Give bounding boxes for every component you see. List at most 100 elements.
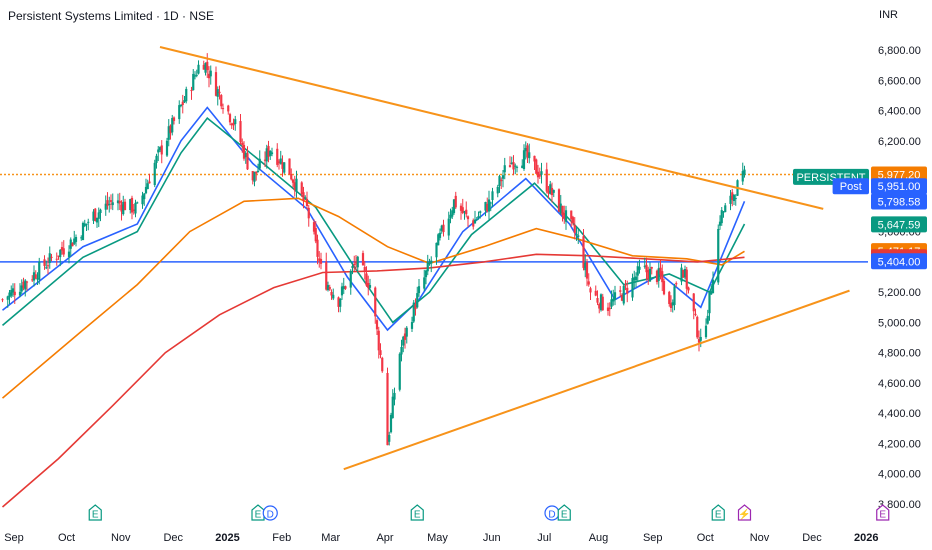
- candle-body: [314, 228, 317, 242]
- earnings-marker-icon[interactable]: [876, 504, 890, 521]
- candle-body: [659, 267, 662, 275]
- candle-body: [575, 233, 578, 235]
- candle-body: [11, 288, 15, 293]
- candle-body: [403, 333, 407, 340]
- candle-body: [375, 320, 379, 330]
- candle-body: [538, 174, 541, 177]
- earnings-marker-icon[interactable]: [557, 504, 571, 521]
- y-tick-label: 6,400.00: [878, 106, 921, 118]
- candle-body: [34, 274, 37, 279]
- candle-body: [132, 209, 135, 212]
- candle-body: [183, 100, 186, 103]
- candle-body: [99, 209, 102, 214]
- candle-body: [353, 263, 356, 265]
- candle-body: [437, 234, 440, 246]
- candle-body: [32, 272, 36, 281]
- event-marker-label: E: [92, 510, 99, 521]
- x-tick-label: Mar: [321, 532, 340, 544]
- candle-body: [585, 262, 589, 279]
- candle-body: [410, 322, 414, 329]
- candle-body: [307, 207, 310, 219]
- candle-body: [536, 171, 540, 178]
- candle-body: [318, 258, 321, 261]
- candle-body: [620, 294, 624, 301]
- earnings-marker-icon[interactable]: [88, 504, 102, 521]
- candle-body: [367, 282, 370, 289]
- price-label-value: 5,647.59: [878, 219, 921, 231]
- candle-body: [598, 303, 601, 309]
- candle-body: [10, 289, 13, 296]
- y-tick-label: 3,800.00: [878, 499, 921, 511]
- earnings-marker-icon[interactable]: [410, 504, 424, 521]
- candle-body: [22, 281, 25, 289]
- candle-body: [144, 186, 148, 194]
- candle-body: [118, 200, 121, 204]
- candle-body: [80, 237, 83, 239]
- candle-body: [685, 269, 688, 289]
- candle-body: [521, 165, 524, 169]
- candle-body: [279, 158, 282, 164]
- candle-body: [463, 211, 466, 213]
- candle-body: [571, 217, 575, 224]
- candle-body: [221, 108, 225, 110]
- candle-body: [484, 202, 487, 211]
- candle-body: [1, 299, 4, 301]
- candle-body: [232, 122, 235, 126]
- trendline[interactable]: [159, 46, 824, 210]
- candle-body: [473, 219, 477, 224]
- candle-body: [547, 190, 550, 194]
- candle-body: [673, 286, 676, 305]
- candle-body: [351, 265, 354, 269]
- candle-body: [242, 144, 246, 159]
- candle-body: [584, 262, 587, 271]
- currency-label[interactable]: INR: [879, 9, 898, 21]
- candle-body: [577, 235, 580, 237]
- candle-body: [356, 256, 359, 268]
- candle-body: [328, 286, 331, 290]
- dividend-marker-icon[interactable]: [262, 505, 278, 521]
- candle-body: [624, 284, 627, 286]
- price-label-box: [871, 253, 927, 270]
- candle-body: [424, 270, 428, 278]
- candle-body: [169, 125, 172, 134]
- event-marker-label: ⚡: [738, 508, 750, 521]
- candle-body: [731, 192, 734, 200]
- candle-body: [515, 166, 519, 168]
- candle-body: [97, 212, 100, 219]
- candle-body: [734, 198, 737, 200]
- candle-body: [545, 169, 548, 192]
- candle-body: [256, 170, 260, 173]
- candle-body: [81, 222, 85, 241]
- candle-body: [69, 239, 72, 249]
- trendline[interactable]: [343, 289, 850, 471]
- candle-body: [344, 286, 347, 289]
- candle-body: [503, 165, 506, 173]
- candle-body: [45, 267, 48, 269]
- price-label-box: [871, 178, 927, 195]
- candle-body: [438, 232, 442, 238]
- candle-body: [116, 200, 120, 204]
- candle-body: [533, 155, 536, 162]
- candle-body: [466, 216, 470, 220]
- split-marker-icon[interactable]: [737, 504, 752, 521]
- candle-body: [573, 225, 576, 233]
- candle-body: [342, 286, 345, 290]
- candle-body: [601, 296, 604, 311]
- candle-body: [92, 211, 95, 221]
- candle-body: [204, 63, 207, 73]
- earnings-marker-icon[interactable]: [711, 504, 725, 521]
- candle-body: [216, 89, 219, 97]
- candle-body: [146, 183, 149, 190]
- candle-body: [277, 161, 281, 164]
- candle-body: [451, 210, 454, 217]
- price-label-name: Post: [840, 181, 862, 193]
- candle-body: [312, 222, 316, 232]
- candle-body: [708, 291, 711, 314]
- candle-body: [626, 287, 629, 294]
- candle-body: [622, 285, 625, 304]
- candle-body: [295, 178, 298, 192]
- candle-body: [73, 238, 76, 244]
- candle-body: [417, 286, 421, 294]
- candle-body: [300, 182, 303, 195]
